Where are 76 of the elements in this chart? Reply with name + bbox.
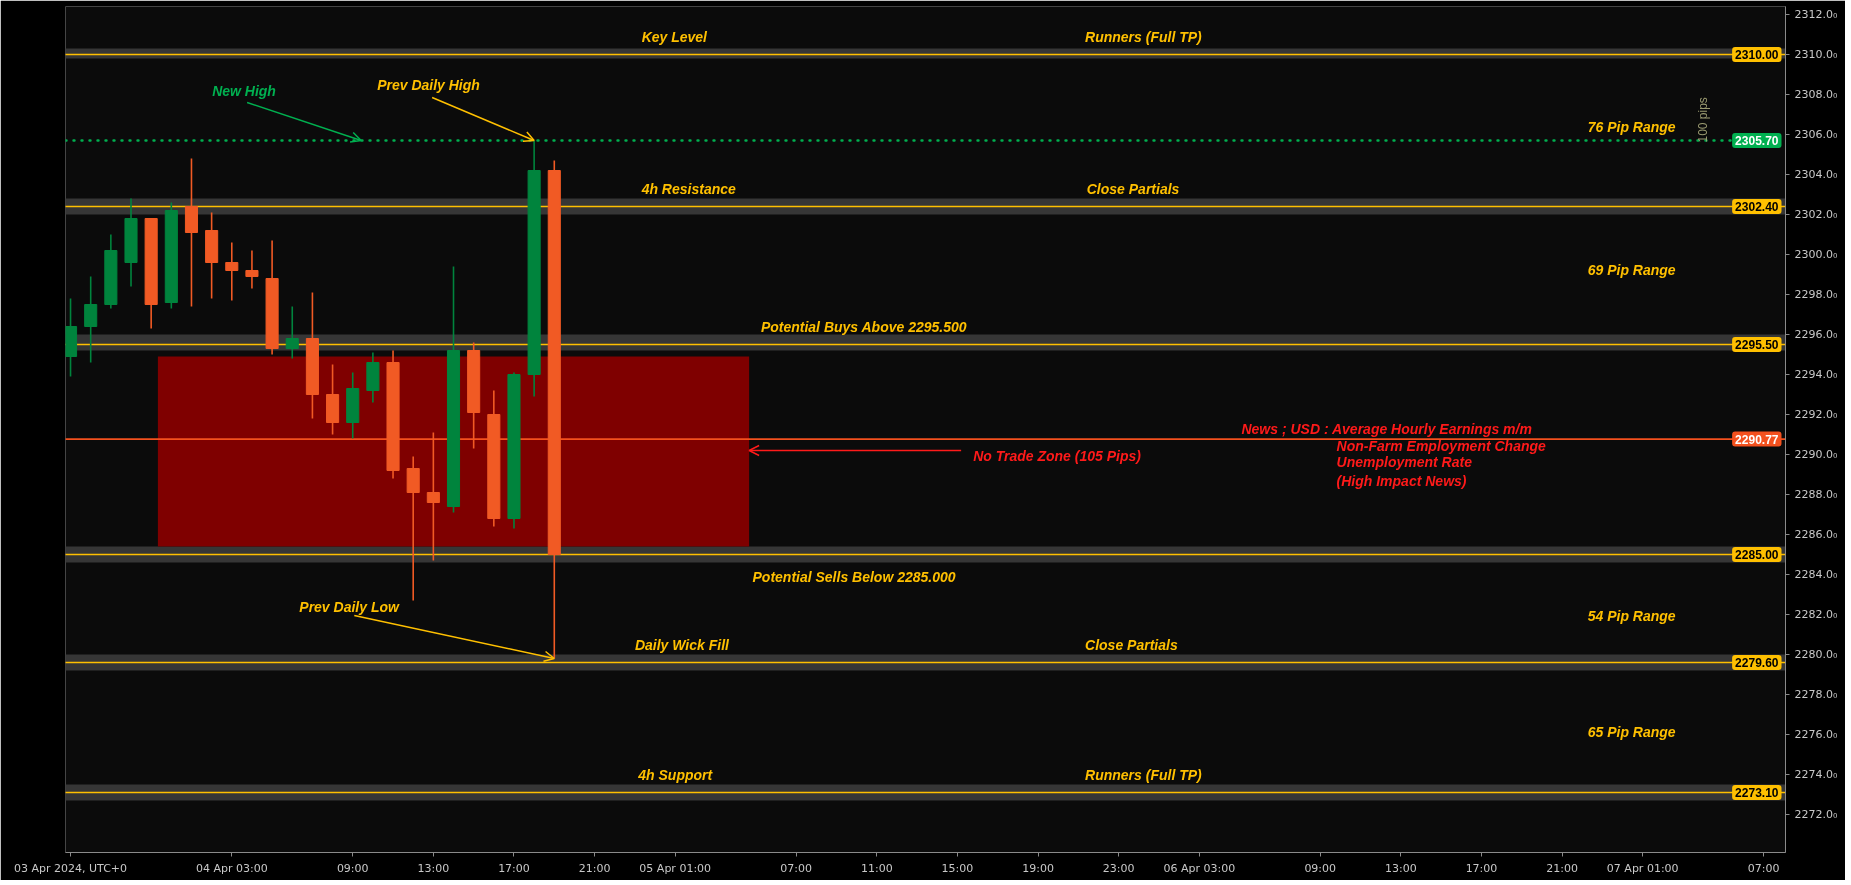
y-tick-label: 2312.0₀ xyxy=(1794,8,1838,21)
x-tick-label: 07:00 xyxy=(780,861,813,875)
annotation: 4h Support xyxy=(637,766,714,783)
x-tick-label: 17:00 xyxy=(1465,861,1498,875)
x-tick-label: 03 Apr 2024, UTC+0 xyxy=(14,861,128,875)
annotation: 54 Pip Range xyxy=(1587,608,1676,625)
ref-line-label: 2285.00 xyxy=(1735,548,1779,562)
ref-line-label: 2279.60 xyxy=(1735,656,1779,670)
annotation: No Trade Zone (105 Pips) xyxy=(973,447,1142,464)
y-tick-label: 2294.0₀ xyxy=(1794,368,1838,381)
annotation: Runners (Full TP) xyxy=(1085,766,1203,783)
x-tick-label: 13:00 xyxy=(417,861,450,875)
annotation: Potential Sells Below 2285.000 xyxy=(752,568,956,585)
annotation: Unemployment Rate xyxy=(1336,454,1473,471)
annotation: Key Level xyxy=(641,28,709,45)
annotation: Prev Daily Low xyxy=(299,598,400,615)
ref-line-label: 2295.50 xyxy=(1735,338,1779,352)
x-tick-label: 06 Apr 03:00 xyxy=(1163,861,1236,875)
annotation: Prev Daily High xyxy=(377,76,480,93)
y-tick-label: 2308.0₀ xyxy=(1794,88,1838,101)
x-tick-label: 04 Apr 03:00 xyxy=(195,861,268,875)
candlestick xyxy=(245,249,259,290)
y-tick-label: 2284.0₀ xyxy=(1794,568,1838,581)
x-tick-label: 19:00 xyxy=(1022,861,1054,875)
x-tick-label: 09:00 xyxy=(1304,861,1337,875)
x-tick-label: 09:00 xyxy=(336,861,369,875)
ref-line-label: 2310.00 xyxy=(1735,48,1779,62)
x-tick-label: 23:00 xyxy=(1102,861,1135,875)
y-tick-label: 2282.0₀ xyxy=(1794,608,1838,621)
annotation: News ; USD : Average Hourly Earnings m/m xyxy=(1241,420,1532,437)
x-tick-label: 07 Apr 01:00 xyxy=(1606,861,1679,875)
y-tick-label: 2300.0₀ xyxy=(1794,248,1838,261)
x-tick-label: 17:00 xyxy=(498,861,530,875)
annotation: 69 Pip Range xyxy=(1587,261,1676,278)
candlestick xyxy=(285,305,299,360)
annotation: (High Impact News) xyxy=(1336,472,1467,489)
x-tick-label: 07:00 xyxy=(1747,861,1780,875)
annotation: Non-Farm Employment Change xyxy=(1336,438,1547,455)
y-tick-label: 2276.0₀ xyxy=(1794,728,1838,741)
annotation: Close Partials xyxy=(1086,180,1180,197)
y-tick-label: 2290.0₀ xyxy=(1794,448,1838,461)
y-tick-label: 2304.0₀ xyxy=(1794,168,1838,181)
x-tick-label: 21:00 xyxy=(1546,861,1578,875)
candlestick xyxy=(406,455,420,602)
y-tick-label: 2296.0₀ xyxy=(1794,328,1838,341)
y-tick-label: 2288.0₀ xyxy=(1794,488,1838,501)
x-tick-label: 15:00 xyxy=(941,861,974,875)
y-tick-label: 2302.0₀ xyxy=(1794,208,1838,221)
ref-line-label: 2302.40 xyxy=(1735,200,1779,214)
annotation: Daily Wick Fill xyxy=(634,636,731,653)
annotation: 76 Pip Range xyxy=(1587,119,1676,136)
y-tick-label: 2310.0₀ xyxy=(1794,48,1838,61)
annotation: 100 pips xyxy=(1695,97,1710,143)
x-tick-label: 21:00 xyxy=(578,861,611,875)
y-tick-label: 2280.0₀ xyxy=(1794,648,1838,661)
ref-line-label: 2290.77 xyxy=(1735,432,1779,447)
y-tick-label: 2274.0₀ xyxy=(1794,768,1838,781)
annotation: New High xyxy=(212,82,276,99)
y-tick-label: 2278.0₀ xyxy=(1794,688,1838,701)
y-tick-label: 2298.0₀ xyxy=(1794,288,1838,301)
y-tick-label: 2272.0₀ xyxy=(1794,808,1838,821)
annotation: Potential Buys Above 2295.500 xyxy=(760,318,967,335)
ref-line-label: 2273.10 xyxy=(1735,786,1779,800)
y-tick-label: 2292.0₀ xyxy=(1794,408,1838,421)
y-tick-label: 2286.0₀ xyxy=(1794,528,1838,541)
ref-line-label: 2305.70 xyxy=(1735,134,1779,148)
annotation: 4h Resistance xyxy=(640,180,736,197)
candlestick xyxy=(84,275,98,364)
x-tick-label: 11:00 xyxy=(860,861,893,875)
annotation: Runners (Full TP) xyxy=(1085,28,1203,45)
x-tick-label: 05 Apr 01:00 xyxy=(639,861,712,875)
x-tick-label: 13:00 xyxy=(1385,861,1417,875)
candlestick xyxy=(225,241,239,302)
y-tick-label: 2306.0₀ xyxy=(1794,128,1838,141)
annotation: 65 Pip Range xyxy=(1587,723,1676,740)
annotation: Close Partials xyxy=(1085,636,1178,653)
